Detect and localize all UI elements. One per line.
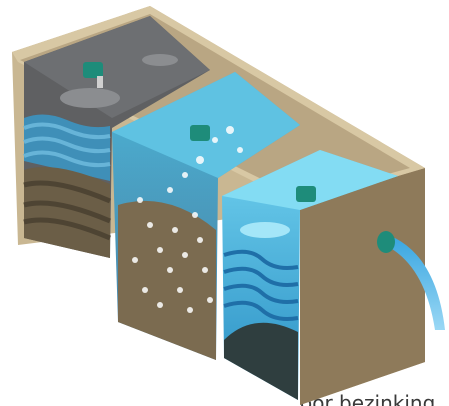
compartment-3 — [222, 150, 398, 400]
compartment-1 — [23, 16, 210, 258]
compartment-2 — [112, 72, 300, 360]
text-fragment: oor bezinking — [300, 391, 435, 406]
outlet — [377, 231, 445, 330]
